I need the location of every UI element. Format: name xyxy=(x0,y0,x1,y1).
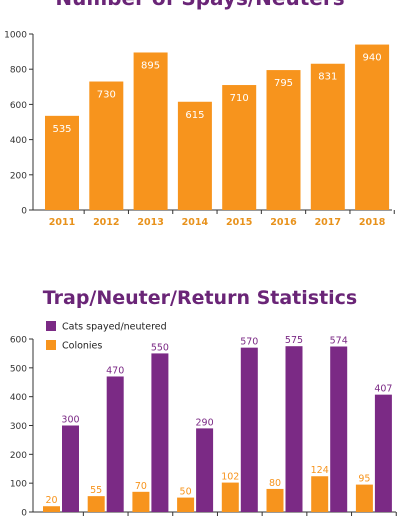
bar-2012 xyxy=(89,81,124,211)
colonies-value-label: 55 xyxy=(90,485,102,496)
cats-value-label: 300 xyxy=(61,415,79,426)
legend-swatch xyxy=(46,340,56,350)
x-tick-label: 2012 xyxy=(93,217,119,228)
bar-colonies xyxy=(87,496,105,512)
bar-cats-spayed-neutered xyxy=(374,394,392,512)
bar-colonies xyxy=(311,476,329,512)
bar-2016 xyxy=(266,70,301,210)
bar-colonies xyxy=(132,491,150,512)
legend-label: Cats spayed/neutered xyxy=(62,322,167,333)
y-tick-label: 200 xyxy=(10,171,27,181)
bar-colonies xyxy=(221,482,239,512)
y-tick-label: 400 xyxy=(10,393,27,403)
colonies-value-label: 124 xyxy=(311,465,329,476)
bar-cats-spayed-neutered xyxy=(240,347,258,512)
y-tick-label: 500 xyxy=(10,364,27,374)
bar-cats-spayed-neutered xyxy=(106,376,124,512)
bar-colonies xyxy=(177,497,195,512)
bar-2018 xyxy=(355,44,390,211)
bar-colonies xyxy=(43,506,60,512)
bar-value-label: 831 xyxy=(318,72,337,83)
chart-title-tnr-statistics: Trap/Neuter/Return Statistics xyxy=(42,287,358,309)
bar-2013 xyxy=(133,52,168,211)
y-tick-label: 1000 xyxy=(4,31,27,41)
bar-cats-spayed-neutered xyxy=(62,425,79,512)
bar-2017 xyxy=(310,63,345,210)
bar-2015 xyxy=(222,85,257,210)
bar-cats-spayed-neutered xyxy=(151,353,169,512)
bar-value-label: 795 xyxy=(274,78,293,89)
bar-colonies xyxy=(266,488,284,512)
y-tick-label: 200 xyxy=(10,451,27,461)
bar-value-label: 940 xyxy=(363,53,382,64)
legend-label: Colonies xyxy=(62,341,102,352)
chart-title-spays-neuters: Number of Spays/Neuters xyxy=(0,0,400,10)
y-tick-label: 600 xyxy=(10,336,27,346)
cats-value-label: 290 xyxy=(196,417,214,428)
x-tick-label: 2016 xyxy=(270,217,297,228)
colonies-value-label: 70 xyxy=(135,481,147,492)
bar-value-label: 895 xyxy=(141,60,160,71)
bar-value-label: 730 xyxy=(97,90,116,101)
bar-cats-spayed-neutered xyxy=(285,346,303,512)
colonies-value-label: 102 xyxy=(221,472,239,483)
y-tick-label: 800 xyxy=(10,66,27,76)
x-tick-label: 2011 xyxy=(49,217,75,228)
y-tick-label: 0 xyxy=(21,509,27,516)
x-tick-label: 2013 xyxy=(137,217,163,228)
x-tick-label: 2018 xyxy=(359,217,386,228)
bar-cats-spayed-neutered xyxy=(330,346,348,512)
cats-value-label: 550 xyxy=(151,342,169,353)
x-tick-label: 2014 xyxy=(182,217,209,228)
y-tick-label: 400 xyxy=(10,136,27,146)
bar-2014 xyxy=(177,101,212,210)
colonies-value-label: 80 xyxy=(269,478,281,489)
legend-swatch xyxy=(46,321,56,331)
bar-value-label: 615 xyxy=(185,110,204,121)
bar-2011 xyxy=(45,115,79,210)
bar-value-label: 535 xyxy=(52,124,71,135)
cats-value-label: 575 xyxy=(285,335,303,346)
cats-value-label: 574 xyxy=(330,335,348,346)
x-tick-label: 2015 xyxy=(226,217,252,228)
y-tick-label: 0 xyxy=(21,207,27,217)
colonies-value-label: 20 xyxy=(45,495,57,506)
cats-value-label: 470 xyxy=(106,365,124,376)
bar-value-label: 710 xyxy=(230,93,249,104)
bar-cats-spayed-neutered xyxy=(196,428,214,512)
bar-colonies xyxy=(355,484,373,512)
colonies-value-label: 95 xyxy=(358,474,370,485)
y-tick-label: 300 xyxy=(10,422,27,432)
cats-value-label: 407 xyxy=(374,384,392,395)
y-tick-label: 100 xyxy=(10,480,27,490)
y-tick-label: 600 xyxy=(10,101,27,111)
cats-value-label: 570 xyxy=(240,337,258,348)
x-tick-label: 2017 xyxy=(315,217,341,228)
colonies-value-label: 50 xyxy=(180,487,192,498)
